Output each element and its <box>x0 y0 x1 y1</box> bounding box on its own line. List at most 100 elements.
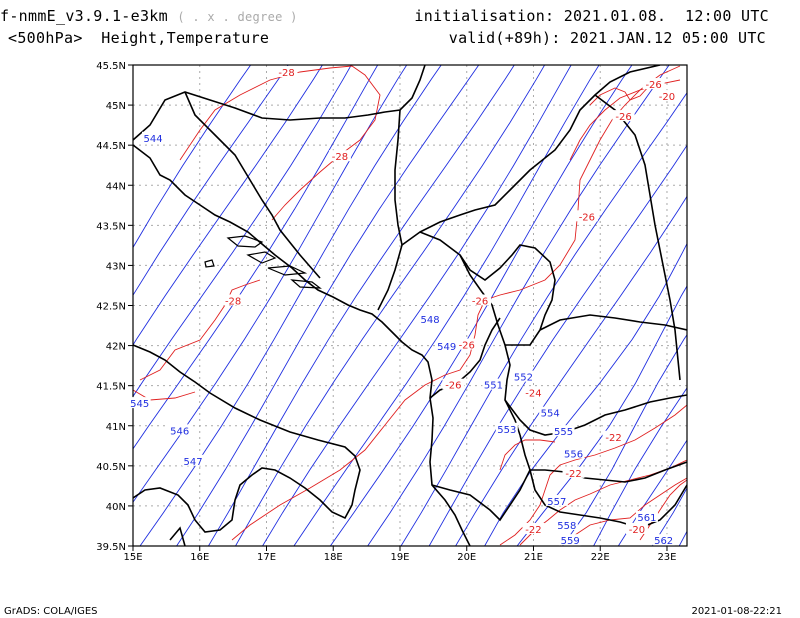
y-tick-label: 40.5N <box>96 462 126 473</box>
temperature-contour-label-bg <box>455 338 478 350</box>
height-contour-label: 562 <box>654 536 673 547</box>
height-contour-label-bg <box>552 425 575 437</box>
height-contour-label: 554 <box>541 409 560 420</box>
y-tick-label: 44.5N <box>96 141 126 152</box>
temperature-contour-label: -28 <box>225 296 241 307</box>
height-contour-label-bg <box>555 518 578 530</box>
temperature-contour-label: -22 <box>525 525 541 536</box>
y-tick-label: 44N <box>106 181 126 192</box>
border-line <box>539 314 687 331</box>
height-contour-line <box>678 530 687 546</box>
temperature-contour-label: -26 <box>615 112 631 123</box>
y-tick-label: 42.5N <box>96 302 126 313</box>
island <box>267 265 308 276</box>
temperature-contour-label-bg <box>469 294 492 306</box>
height-contour-line <box>293 65 600 546</box>
model-title: f-nmmE_v3.9.1-e3km ( . x . degree ) <box>0 7 298 25</box>
temperature-contour-label: -22 <box>565 469 581 480</box>
y-tick-label: 42N <box>106 342 126 353</box>
height-contour-label-bg <box>182 454 205 466</box>
height-contour-line <box>133 65 289 297</box>
x-tick-label: 23E <box>657 552 676 563</box>
height-contour-line <box>207 65 515 546</box>
temperature-contour-line <box>179 65 381 221</box>
height-contour-label: 558 <box>557 521 576 532</box>
height-contour-label-bg <box>168 424 191 436</box>
temperature-contour-label: -26 <box>645 80 661 91</box>
footer-right: 2021-01-08-22:21 <box>691 606 782 617</box>
height-contour-label: 557 <box>547 497 566 508</box>
axis-ticks: 15E 16E 17E 18E 19E 20E 21E 22E 23E 39.5N 40N 40.5N… <box>96 61 676 563</box>
model-name: f-nmmE_v3.9.1-e3km <box>0 7 168 25</box>
temperature-contour-line <box>559 477 687 546</box>
temperature-contour-label-bg <box>275 66 298 78</box>
temperature-contour-label-bg <box>328 150 351 162</box>
temperature-labels: -28 -28 -28 -26 -26 -26 -26 -26 -26 -24 -22 -22 -22 -… <box>222 66 678 536</box>
temperature-contour-label-bg <box>575 210 598 222</box>
temperature-contour-label: -28 <box>278 68 294 79</box>
temperature-contour-label: -26 <box>579 212 595 223</box>
temperature-contour-label-bg <box>612 110 635 122</box>
height-contour-label: 559 <box>561 536 580 547</box>
border-line <box>504 394 687 436</box>
height-contour-line <box>133 65 408 503</box>
height-contour-line <box>400 92 687 546</box>
temperature-contour-label-bg <box>642 78 665 90</box>
height-contour-label-bg <box>495 422 518 434</box>
height-contour-label: 547 <box>184 457 203 468</box>
temperature-contour-label-bg <box>655 90 678 102</box>
height-contour-label: 552 <box>514 373 533 384</box>
temperature-contour-label: -20 <box>659 92 675 103</box>
x-tick-label: 17E <box>257 552 276 563</box>
height-contour-line <box>428 144 687 546</box>
height-contour-label-bg <box>142 131 165 143</box>
height-contour-line <box>593 387 687 546</box>
coastline-italy <box>133 344 361 533</box>
temperature-contour-label: -22 <box>605 433 621 444</box>
temperature-contour-label: -28 <box>332 152 348 163</box>
height-labels: 544 545 546 547 548 549 551 552 553 554 555 556 557 5… <box>128 131 675 547</box>
border-line <box>594 94 681 381</box>
height-contour-line <box>133 65 323 346</box>
border-line <box>169 526 186 546</box>
x-tick-label: 22E <box>591 552 610 563</box>
height-contour-label: 548 <box>420 315 439 326</box>
temperature-contour-label-bg <box>222 294 245 306</box>
height-contour-label: 555 <box>554 427 573 438</box>
height-contour-label-bg <box>419 312 442 324</box>
temperature-contour-label: -26 <box>459 341 475 352</box>
height-contour-line <box>133 65 252 249</box>
height-contour-label: 545 <box>130 399 149 410</box>
temperature-contour-label-bg <box>442 378 465 390</box>
height-contour-label: 551 <box>484 381 503 392</box>
x-tick-label: 20E <box>457 552 476 563</box>
temperature-contour-label: -20 <box>629 525 645 536</box>
height-contour-label: 544 <box>143 134 162 145</box>
border-line <box>419 65 661 233</box>
height-contour-line <box>743 36 800 556</box>
height-contour-label: 561 <box>637 513 656 524</box>
y-tick-label: 41N <box>106 422 126 433</box>
temperature-contour-line <box>499 404 687 546</box>
temperature-contour-line <box>133 389 196 401</box>
height-contour-line <box>561 333 687 546</box>
y-tick-label: 43N <box>106 261 126 272</box>
height-contour-line <box>139 65 442 546</box>
model-suffix: ( . x . degree ) <box>177 10 298 24</box>
height-contour-label-bg <box>539 406 562 418</box>
border-line <box>133 65 426 141</box>
temperature-contour-label-bg <box>625 522 648 534</box>
height-contour-label-bg <box>635 510 658 522</box>
height-contour-label-bg <box>128 397 151 409</box>
temperature-contour-line <box>139 279 261 381</box>
height-contour-label: 556 <box>564 450 583 461</box>
temperature-contour-label-bg <box>522 522 545 534</box>
x-tick-label: 19E <box>390 552 409 563</box>
temperature-contour-line <box>639 479 687 541</box>
island <box>204 259 215 268</box>
y-tick-label: 41.5N <box>96 382 126 393</box>
temperature-contour-label-bg <box>602 430 625 442</box>
border-line <box>459 244 556 346</box>
y-tick-label: 45N <box>106 101 126 112</box>
y-tick-label: 40N <box>106 502 126 513</box>
